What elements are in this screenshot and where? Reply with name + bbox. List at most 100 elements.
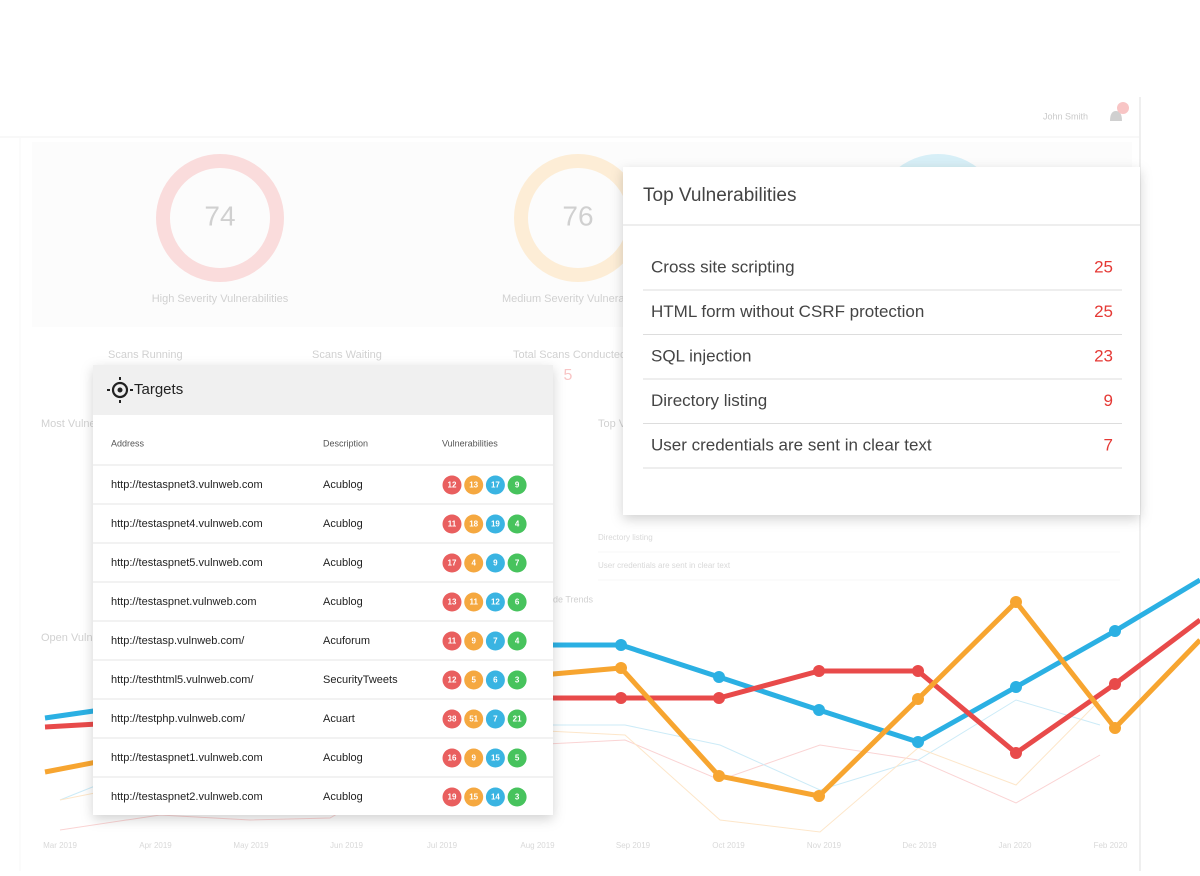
severity-count: 17 bbox=[448, 559, 457, 568]
severity-badge bbox=[442, 514, 462, 534]
top-vulnerabilities-card: Top Vulnerabilities Cross site scripting… bbox=[623, 167, 1140, 515]
target-address: http://testaspnet.vulnweb.com bbox=[111, 596, 257, 608]
severity-count: 9 bbox=[471, 754, 476, 763]
severity-badge bbox=[464, 553, 484, 573]
severity-badge bbox=[464, 748, 484, 768]
panel-heading: de Trends bbox=[553, 594, 594, 604]
card-title: Top Vulnerabilities bbox=[643, 185, 797, 206]
vulnerability-name: Directory listing bbox=[651, 391, 767, 410]
severity-count: 7 bbox=[515, 559, 520, 568]
target-description: Acuart bbox=[323, 713, 355, 725]
donut bbox=[156, 154, 284, 282]
target-address: http://testaspnet5.vulnweb.com bbox=[111, 557, 263, 569]
severity-count: 12 bbox=[491, 598, 500, 607]
vulnerability-name: User credentials are sent in clear text bbox=[651, 435, 932, 454]
severity-badge bbox=[485, 475, 505, 495]
target-address: http://testphp.vulnweb.com/ bbox=[111, 713, 246, 725]
x-tick-label: Nov 2019 bbox=[807, 841, 842, 850]
target-address: http://testhtml5.vulnweb.com/ bbox=[111, 674, 254, 686]
vulnerability-count: 23 bbox=[1094, 346, 1113, 365]
severity-badge bbox=[507, 748, 527, 768]
card-title: Targets bbox=[134, 381, 183, 398]
severity-badge bbox=[507, 709, 527, 729]
panel-heading: Most Vulne bbox=[41, 418, 96, 430]
severity-badge bbox=[507, 475, 527, 495]
severity-count: 13 bbox=[448, 598, 457, 607]
severity-count: 17 bbox=[491, 481, 500, 490]
severity-badge bbox=[485, 787, 505, 807]
severity-count: 19 bbox=[448, 793, 457, 802]
severity-count: 14 bbox=[491, 793, 500, 802]
x-tick-label: Jan 2020 bbox=[999, 841, 1032, 850]
target-address: http://testaspnet4.vulnweb.com bbox=[111, 518, 263, 530]
target-description: Acublog bbox=[323, 479, 363, 491]
severity-count: 4 bbox=[471, 559, 476, 568]
x-tick-label: Oct 2019 bbox=[712, 841, 745, 850]
severity-count: 7 bbox=[493, 715, 498, 724]
target-description: Acublog bbox=[323, 557, 363, 569]
severity-count: 51 bbox=[469, 715, 478, 724]
severity-count: 11 bbox=[448, 520, 457, 529]
x-tick-label: Jul 2019 bbox=[427, 841, 458, 850]
notification-badge bbox=[1117, 102, 1129, 114]
severity-count: 6 bbox=[515, 598, 520, 607]
severity-badge bbox=[442, 787, 462, 807]
severity-badge bbox=[507, 592, 527, 612]
severity-count: 11 bbox=[469, 598, 478, 607]
severity-badge bbox=[442, 553, 462, 573]
scan-label: Total Scans Conducted bbox=[513, 349, 626, 361]
severity-count: 11 bbox=[448, 637, 457, 646]
severity-badge bbox=[507, 631, 527, 651]
panel-heading: Open Vulne bbox=[41, 632, 99, 644]
x-tick-label: Dec 2019 bbox=[902, 841, 937, 850]
severity-count: 3 bbox=[515, 793, 520, 802]
severity-count: 12 bbox=[448, 481, 457, 490]
severity-badge bbox=[442, 631, 462, 651]
target-address: http://testaspnet1.vulnweb.com bbox=[111, 752, 263, 764]
severity-count: 38 bbox=[448, 715, 457, 724]
severity-count: 21 bbox=[513, 715, 522, 724]
severity-count: 5 bbox=[515, 754, 520, 763]
user-name[interactable]: John Smith bbox=[1043, 111, 1088, 121]
x-tick-label: Aug 2019 bbox=[520, 841, 555, 850]
severity-badge bbox=[507, 787, 527, 807]
target-description: Acublog bbox=[323, 791, 363, 803]
severity-badge bbox=[464, 709, 484, 729]
severity-count: 4 bbox=[515, 520, 520, 529]
target-description: Acublog bbox=[323, 596, 363, 608]
faded-item: Directory listing bbox=[598, 533, 653, 542]
donut-value: 76 bbox=[562, 200, 593, 231]
severity-count: 18 bbox=[469, 520, 478, 529]
donut-label: Medium Severity Vulnera bbox=[502, 293, 625, 305]
severity-badge bbox=[464, 787, 484, 807]
severity-badge bbox=[464, 475, 484, 495]
severity-badge bbox=[442, 748, 462, 768]
severity-count: 15 bbox=[469, 793, 478, 802]
faded-item: User credentials are sent in clear text bbox=[598, 561, 731, 570]
column-header: Vulnerabilities bbox=[442, 438, 498, 448]
target-address: http://testasp.vulnweb.com/ bbox=[111, 635, 245, 647]
severity-badge bbox=[507, 514, 527, 534]
severity-badge bbox=[464, 631, 484, 651]
vulnerability-count: 9 bbox=[1104, 391, 1113, 410]
severity-badge bbox=[464, 670, 484, 690]
severity-badge bbox=[485, 553, 505, 573]
scan-label: Scans Running bbox=[108, 349, 183, 361]
target-icon bbox=[111, 381, 129, 399]
severity-count: 19 bbox=[491, 520, 500, 529]
severity-count: 16 bbox=[448, 754, 457, 763]
targets-card: Targets Address Description Vulnerabilit… bbox=[93, 365, 553, 815]
severity-badge bbox=[442, 475, 462, 495]
vulnerability-name: Cross site scripting bbox=[651, 257, 795, 276]
scan-count: 5 bbox=[564, 367, 573, 384]
severity-count: 9 bbox=[471, 637, 476, 646]
severity-badge bbox=[485, 631, 505, 651]
severity-count: 9 bbox=[515, 481, 520, 490]
severity-badge bbox=[485, 748, 505, 768]
severity-count: 5 bbox=[471, 676, 476, 685]
bell-icon[interactable] bbox=[1110, 111, 1122, 121]
x-tick-label: Jun 2019 bbox=[330, 841, 363, 850]
severity-count: 7 bbox=[493, 637, 498, 646]
target-address: http://testaspnet2.vulnweb.com bbox=[111, 791, 263, 803]
target-description: Acuforum bbox=[323, 635, 370, 647]
